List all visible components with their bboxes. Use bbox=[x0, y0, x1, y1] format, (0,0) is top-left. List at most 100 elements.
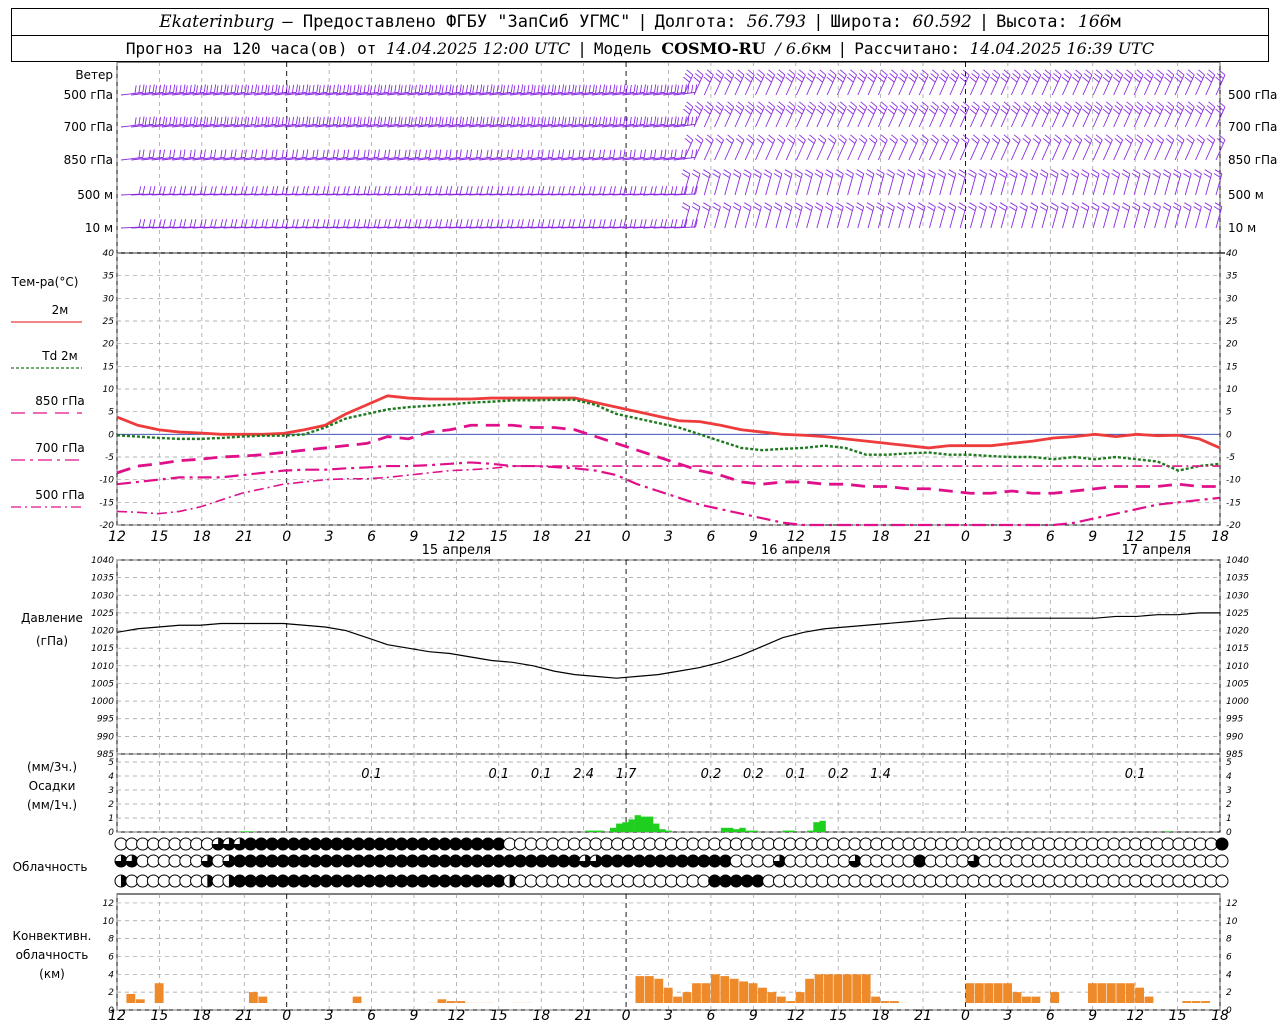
pressure-tick-right: 1030 bbox=[1226, 591, 1249, 601]
wind-barb-flag bbox=[656, 85, 659, 94]
wind-barb-flag bbox=[1095, 101, 1103, 108]
cloud-symbol bbox=[384, 874, 398, 888]
wind-barb-flag bbox=[1175, 138, 1183, 144]
conv-bar bbox=[852, 974, 862, 1003]
cloud-symbol bbox=[535, 854, 549, 868]
wind-barb-flag bbox=[572, 149, 575, 158]
wind-barb-flag bbox=[1194, 76, 1202, 83]
wind-barb bbox=[765, 139, 776, 161]
cloud-symbol bbox=[945, 874, 959, 888]
wind-barb-flag bbox=[394, 84, 397, 93]
wind-barb-flag bbox=[706, 101, 714, 108]
cloud-symbol bbox=[783, 874, 797, 888]
precip-bar bbox=[727, 827, 734, 832]
wind-barb-flag bbox=[152, 185, 156, 194]
x-tick-label: 6 bbox=[1046, 529, 1055, 545]
wind-barb-flag bbox=[384, 84, 387, 93]
wind-barb-flag bbox=[138, 116, 141, 125]
precip-bar bbox=[646, 816, 654, 832]
wind-barb-flag bbox=[138, 186, 142, 195]
cloud-symbol bbox=[416, 874, 430, 888]
wind-barb-flag bbox=[625, 117, 628, 126]
cloud-symbol bbox=[265, 854, 279, 868]
pressure-title: Давление bbox=[21, 611, 83, 625]
wind-barb-flag bbox=[1204, 202, 1212, 208]
wind-barb-flag bbox=[240, 84, 243, 93]
wind-barb-flag bbox=[592, 116, 595, 125]
cloud-symbol bbox=[1161, 874, 1175, 888]
wind-barb-flag bbox=[918, 76, 926, 83]
wind-barb-flag bbox=[236, 85, 239, 94]
wind-barb-flag bbox=[496, 149, 499, 158]
wind-barb bbox=[755, 139, 765, 161]
wind-barb-flag bbox=[390, 117, 393, 126]
wind-barb-flag bbox=[1061, 169, 1069, 175]
wind-barb-flag bbox=[369, 85, 372, 94]
x-tick-label: 21 bbox=[914, 529, 932, 545]
wind-barb-flag bbox=[899, 105, 907, 111]
wind-barb-flag bbox=[619, 116, 622, 125]
wind-barb-flag bbox=[554, 117, 557, 126]
cloud-symbol bbox=[1172, 874, 1186, 888]
cloud-symbol bbox=[762, 854, 776, 868]
precip-unit-3h: (мм/3ч.) bbox=[27, 760, 77, 774]
wind-barb-flag bbox=[1003, 69, 1011, 76]
wind-barb-flag bbox=[957, 206, 966, 212]
x-tick-label-bottom: 18 bbox=[1211, 1008, 1229, 1024]
wind-barb-flag bbox=[1121, 173, 1129, 179]
temp-tick-left: -10 bbox=[99, 476, 114, 486]
conv-bar bbox=[135, 999, 145, 1003]
wind-barb-flag bbox=[866, 202, 875, 208]
wind-barb bbox=[1041, 139, 1052, 161]
wind-barb-flag bbox=[695, 218, 698, 227]
wind-barb-flag bbox=[285, 149, 288, 158]
wind-barb-flag bbox=[848, 138, 856, 144]
wind-barb-flag bbox=[860, 101, 868, 108]
wind-barb-flag bbox=[683, 108, 690, 115]
wind-barb-flag bbox=[173, 84, 176, 93]
cloud-symbol bbox=[805, 854, 819, 868]
wind-barb-flag bbox=[148, 219, 152, 228]
wind-barb-flag bbox=[643, 149, 646, 158]
pressure-tick-right: 1015 bbox=[1226, 644, 1249, 654]
wind-barb-flag bbox=[654, 185, 657, 194]
wind-barb-flag bbox=[660, 219, 664, 228]
wind-barb-flag bbox=[804, 206, 812, 212]
wind-barb-flag bbox=[578, 84, 581, 93]
wind-barb-flag bbox=[230, 219, 234, 228]
conv-tick-left: 0 bbox=[108, 1006, 114, 1016]
wind-barb-flag bbox=[322, 186, 326, 195]
conv-tick-left: 12 bbox=[103, 899, 115, 909]
wind-barb-flag bbox=[521, 149, 524, 158]
wind-barb-flag bbox=[815, 202, 824, 208]
wind-barb-flag bbox=[316, 84, 319, 93]
wind-barb-flag bbox=[795, 108, 803, 115]
wind-barb-flag bbox=[547, 116, 550, 125]
cloud-symbol bbox=[1139, 874, 1153, 888]
conv-bar bbox=[795, 992, 805, 1003]
wind-barb-flag bbox=[1094, 73, 1101, 79]
wind-barb-flag bbox=[705, 105, 712, 111]
wind-barb-flag bbox=[295, 116, 298, 125]
x-tick-label-bottom: 18 bbox=[532, 1008, 550, 1024]
wind-barb-flag bbox=[380, 85, 383, 94]
wind-barb-flag bbox=[404, 186, 408, 195]
wind-barb-flag bbox=[435, 84, 438, 93]
wind-barb-flag bbox=[1145, 138, 1153, 144]
wind-barb-flag bbox=[1020, 202, 1028, 208]
precip-3h-label: 2.4 bbox=[573, 767, 594, 782]
x-tick-label-bottom: 12 bbox=[447, 1008, 465, 1024]
cloud-symbol bbox=[783, 837, 797, 851]
cloud-symbol bbox=[988, 874, 1002, 888]
cloud-symbol bbox=[319, 874, 333, 888]
wind-barb-flag bbox=[251, 186, 254, 195]
cloud-symbol bbox=[211, 874, 225, 888]
precip-bar bbox=[628, 819, 635, 832]
wind-barb-flag bbox=[1032, 105, 1040, 111]
wind-barb-flag bbox=[713, 169, 721, 175]
wind-barb-flag bbox=[521, 218, 524, 227]
wind-barb-flag bbox=[846, 108, 854, 115]
wind-barb-flag bbox=[247, 117, 250, 126]
x-tick-label: 15 bbox=[151, 529, 169, 545]
conv-bar bbox=[880, 1001, 890, 1003]
